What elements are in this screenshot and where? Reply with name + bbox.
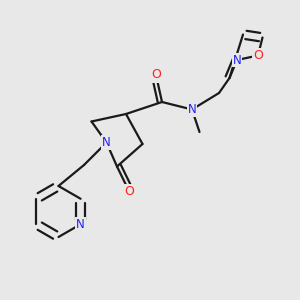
Text: O: O	[151, 68, 161, 82]
Text: N: N	[188, 103, 196, 116]
Text: N: N	[102, 136, 111, 149]
Text: O: O	[253, 49, 263, 62]
Text: O: O	[124, 184, 134, 198]
Text: N: N	[232, 53, 242, 67]
Text: N: N	[76, 218, 85, 231]
